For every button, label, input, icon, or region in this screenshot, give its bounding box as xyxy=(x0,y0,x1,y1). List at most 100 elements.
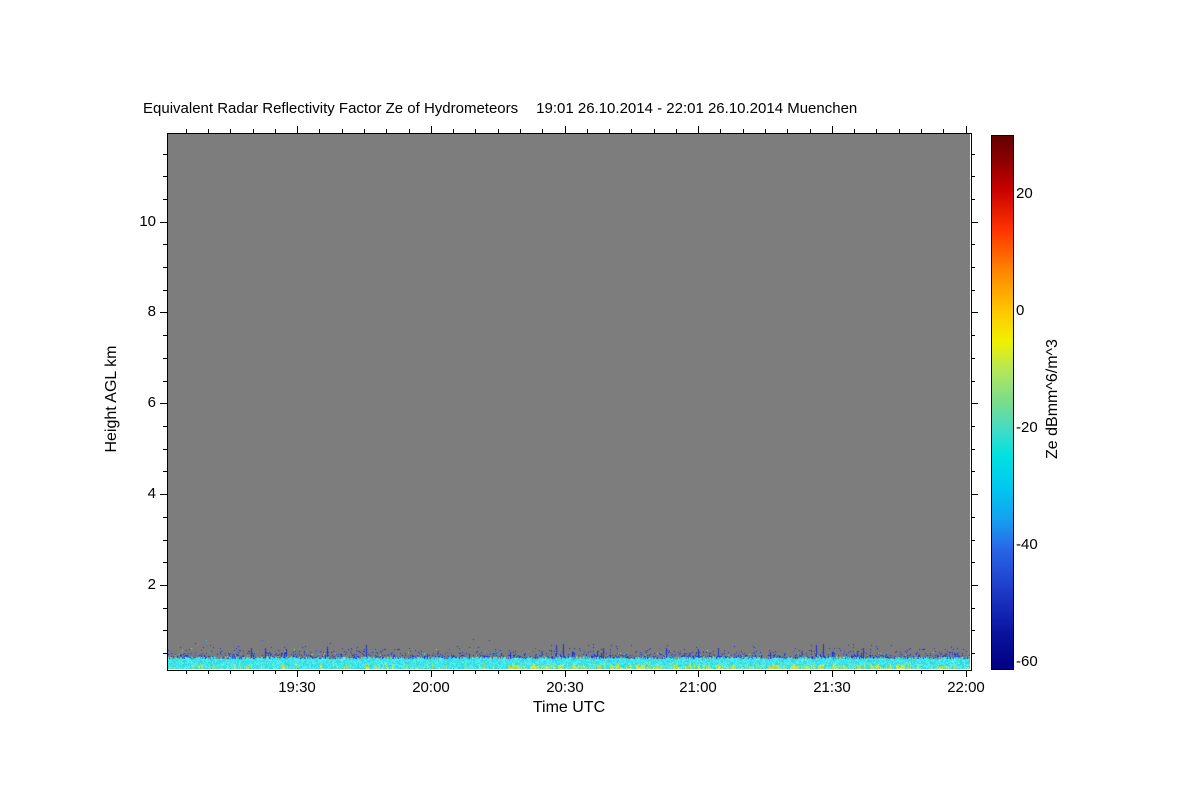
y-minor-tick-right xyxy=(971,199,975,200)
x-minor-tick xyxy=(631,670,632,674)
chart-title: Equivalent Radar Reflectivity Factor Ze … xyxy=(143,100,857,117)
x-major-tick xyxy=(297,670,298,677)
x-minor-tick xyxy=(275,670,276,674)
x-minor-tick xyxy=(230,670,231,674)
x-minor-tick xyxy=(899,670,900,674)
colorbar-tick-label: -40 xyxy=(1016,536,1038,553)
colorbar-tick-label: 20 xyxy=(1016,185,1033,202)
y-major-tick xyxy=(160,312,167,313)
colorbar xyxy=(991,135,1014,670)
x-tick-label: 22:00 xyxy=(947,679,985,696)
x-minor-tick-top xyxy=(275,129,276,133)
x-minor-tick-top xyxy=(208,129,209,133)
y-minor-tick-right xyxy=(971,176,975,177)
x-minor-tick xyxy=(453,670,454,674)
heatmap-canvas xyxy=(168,134,970,669)
y-tick-label: 4 xyxy=(147,485,156,502)
x-major-tick-top xyxy=(698,126,699,133)
y-minor-tick-right xyxy=(971,244,975,245)
x-axis-label: Time UTC xyxy=(532,699,606,716)
y-minor-tick xyxy=(163,653,167,654)
x-tick-label: 20:30 xyxy=(546,679,584,696)
y-axis-label: Height AGL km xyxy=(103,345,120,453)
x-minor-tick-top xyxy=(609,129,610,133)
x-minor-tick xyxy=(876,670,877,674)
x-minor-tick-top xyxy=(520,129,521,133)
x-minor-tick xyxy=(587,670,588,674)
y-tick-label: 6 xyxy=(147,394,156,411)
y-minor-tick-right xyxy=(971,653,975,654)
x-minor-tick-top xyxy=(720,129,721,133)
x-minor-tick xyxy=(654,670,655,674)
colorbar-tick-label: 0 xyxy=(1016,302,1025,319)
x-minor-tick xyxy=(787,670,788,674)
x-tick-label: 21:30 xyxy=(813,679,851,696)
x-minor-tick xyxy=(720,670,721,674)
y-minor-tick-right xyxy=(971,335,975,336)
y-major-tick xyxy=(160,222,167,223)
x-minor-tick xyxy=(676,670,677,674)
y-minor-tick xyxy=(163,540,167,541)
y-minor-tick-right xyxy=(971,154,975,155)
x-minor-tick-top xyxy=(854,129,855,133)
x-tick-label: 20:00 xyxy=(412,679,450,696)
x-major-tick-top xyxy=(297,126,298,133)
y-minor-tick-right xyxy=(971,630,975,631)
y-major-tick xyxy=(160,585,167,586)
y-major-tick xyxy=(160,403,167,404)
x-tick-label: 21:00 xyxy=(679,679,717,696)
x-major-tick xyxy=(832,670,833,677)
x-minor-tick-top xyxy=(943,129,944,133)
x-major-tick-top xyxy=(832,126,833,133)
y-minor-tick-right xyxy=(971,449,975,450)
y-major-tick-right xyxy=(971,494,978,495)
y-minor-tick-right xyxy=(971,540,975,541)
y-minor-tick xyxy=(163,154,167,155)
y-minor-tick-right xyxy=(971,471,975,472)
x-minor-tick xyxy=(743,670,744,674)
x-minor-tick xyxy=(186,670,187,674)
x-minor-tick-top xyxy=(587,129,588,133)
x-minor-tick-top xyxy=(342,129,343,133)
x-minor-tick-top xyxy=(899,129,900,133)
x-minor-tick-top xyxy=(319,129,320,133)
y-major-tick-right xyxy=(971,403,978,404)
x-minor-tick-top xyxy=(542,129,543,133)
x-major-tick xyxy=(431,670,432,677)
y-minor-tick-right xyxy=(971,381,975,382)
x-tick-label: 19:30 xyxy=(278,679,316,696)
y-minor-tick-right xyxy=(971,517,975,518)
x-minor-tick-top xyxy=(631,129,632,133)
x-minor-tick xyxy=(765,670,766,674)
x-minor-tick-top xyxy=(186,129,187,133)
y-minor-tick-right xyxy=(971,608,975,609)
y-minor-tick-right xyxy=(971,426,975,427)
y-minor-tick xyxy=(163,608,167,609)
x-major-tick xyxy=(698,670,699,677)
x-minor-tick-top xyxy=(253,129,254,133)
x-minor-tick-top xyxy=(676,129,677,133)
x-minor-tick xyxy=(542,670,543,674)
x-minor-tick xyxy=(208,670,209,674)
x-minor-tick xyxy=(253,670,254,674)
x-minor-tick-top xyxy=(876,129,877,133)
x-minor-tick xyxy=(609,670,610,674)
x-minor-tick xyxy=(386,670,387,674)
x-minor-tick xyxy=(475,670,476,674)
x-minor-tick-top xyxy=(230,129,231,133)
chart-title-period: 19:01 26.10.2014 - 22:01 26.10.2014 Muen… xyxy=(536,100,858,117)
x-minor-tick-top xyxy=(765,129,766,133)
x-minor-tick-top xyxy=(364,129,365,133)
x-minor-tick-top xyxy=(810,129,811,133)
y-minor-tick xyxy=(163,335,167,336)
x-minor-tick xyxy=(943,670,944,674)
colorbar-tick-label: -60 xyxy=(1016,653,1038,670)
x-minor-tick-top xyxy=(386,129,387,133)
y-minor-tick xyxy=(163,244,167,245)
y-minor-tick-right xyxy=(971,562,975,563)
y-minor-tick xyxy=(163,358,167,359)
x-minor-tick xyxy=(854,670,855,674)
x-minor-tick xyxy=(520,670,521,674)
y-minor-tick xyxy=(163,267,167,268)
x-minor-tick xyxy=(921,670,922,674)
